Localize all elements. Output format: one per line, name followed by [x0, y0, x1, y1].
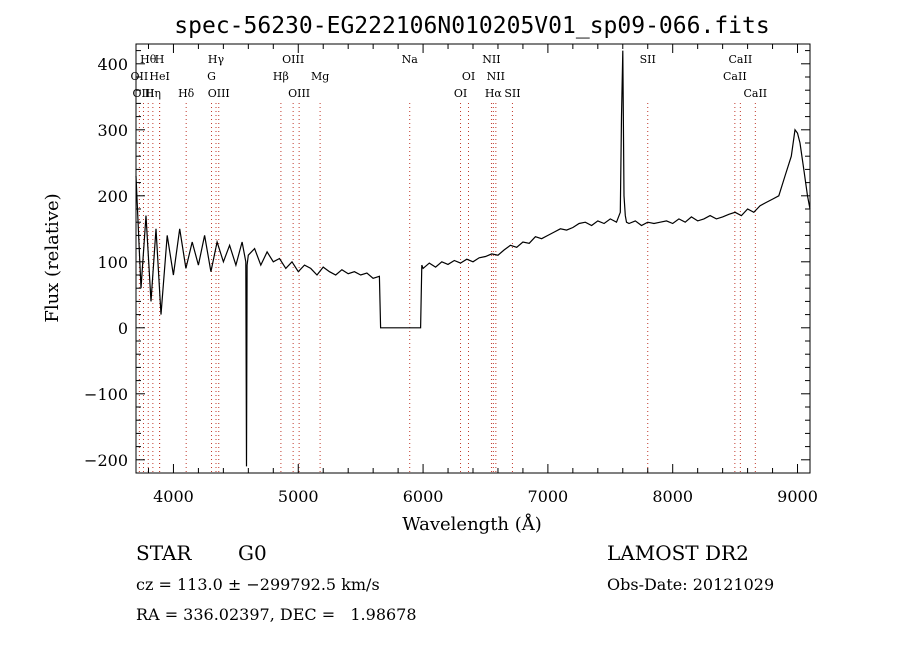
y-tick-label: 400	[97, 55, 128, 74]
x-tick-label: 4000	[153, 487, 194, 506]
y-tick-label: 0	[118, 319, 128, 338]
object-subclass: G0	[238, 541, 267, 565]
line-label: CaII	[723, 70, 747, 83]
line-label: Hδ	[178, 87, 195, 100]
line-label: CaII	[743, 87, 767, 100]
chart-title: spec-56230-EG222106N010205V01_sp09-066.f…	[174, 13, 769, 39]
coordinates: RA = 336.02397, DEC = 1.98678	[136, 605, 417, 624]
line-label: CaII	[729, 53, 753, 66]
survey-name: LAMOST DR2	[607, 541, 749, 565]
object-class: STAR	[136, 541, 192, 565]
x-tick-label: 6000	[403, 487, 444, 506]
line-label: OI	[462, 70, 475, 83]
y-tick-label: 200	[97, 187, 128, 206]
line-label: H	[155, 53, 165, 66]
line-label: SII	[504, 87, 520, 100]
y-axis-label: Flux (relative)	[42, 193, 63, 322]
line-label: G	[207, 70, 216, 83]
line-label: HeI	[149, 70, 169, 83]
line-label: Hγ	[208, 53, 225, 66]
x-tick-label: 8000	[652, 487, 693, 506]
obs-date: Obs-Date: 20121029	[607, 575, 775, 594]
line-label: Hα	[485, 87, 503, 100]
line-label: NII	[482, 53, 500, 66]
line-label: Na	[402, 53, 419, 66]
y-tick-label: 300	[97, 121, 128, 140]
x-tick-label: 7000	[528, 487, 569, 506]
line-label: Hβ	[273, 70, 289, 83]
line-label: Hθ	[140, 53, 157, 66]
line-label: OIII	[208, 87, 230, 100]
line-label: NII	[487, 70, 505, 83]
redshift-info: cz = 113.0 ± −299792.5 km/s	[136, 575, 380, 594]
y-tick-label: 100	[97, 253, 128, 272]
y-tick-label: −100	[84, 385, 128, 404]
line-label: Hη	[145, 87, 161, 100]
x-tick-label: 9000	[777, 487, 818, 506]
line-label: SII	[640, 53, 656, 66]
line-label: OI	[454, 87, 467, 100]
emission-line-markers: HθOIIOIIIHηHHeIHδHγGOIIIOIIIHβOIIIMgNaOI…	[131, 53, 767, 473]
axes: 4000 5000 6000 7000 8000 9000 −200 −100 0 100 200 3…	[84, 44, 818, 506]
line-label: Mg	[311, 70, 329, 83]
x-tick-label: 5000	[278, 487, 319, 506]
line-label: OIII	[288, 87, 310, 100]
y-tick-label: −200	[84, 451, 128, 470]
line-label: OIII	[282, 53, 304, 66]
spectrum-line	[135, 50, 811, 467]
x-axis-label: Wavelength (Å)	[402, 513, 542, 535]
